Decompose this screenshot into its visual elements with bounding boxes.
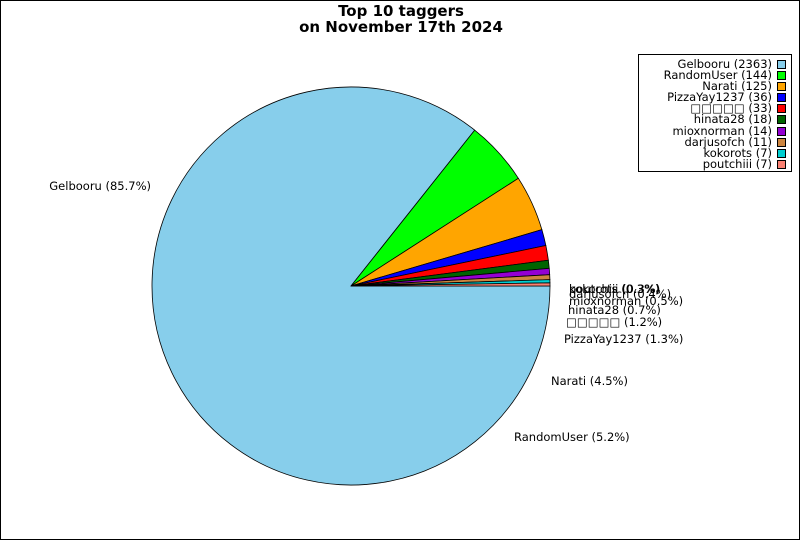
legend-label: Gelbooru (2363) bbox=[677, 57, 772, 71]
slice-label-5: hinata28 (0.7%) bbox=[568, 303, 661, 317]
legend-item-8: kokorots (7) bbox=[639, 145, 791, 160]
legend-item-5: hinata28 (18) bbox=[639, 114, 791, 125]
legend: Gelbooru (2363) RandomUser (144) Narati (1… bbox=[638, 54, 792, 172]
slice-label-3: PizzaYay1237 (1.3%) bbox=[564, 332, 683, 346]
legend-label: □□□□□ (33) bbox=[690, 101, 772, 116]
legend-item-0: Gelbooru (2363) bbox=[639, 57, 791, 71]
legend-item-9: poutchiii (7) bbox=[639, 156, 791, 171]
slice-label-1: RandomUser (5.2%) bbox=[514, 430, 630, 444]
slice-label-4: □□□□□ (1.2%) bbox=[566, 315, 662, 329]
legend-item-1: RandomUser (144) bbox=[639, 68, 791, 83]
pie-slice-9 bbox=[350, 282, 551, 287]
legend-swatch bbox=[777, 93, 786, 103]
legend-swatch bbox=[777, 115, 786, 125]
legend-swatch bbox=[777, 82, 786, 92]
legend-label: hinata28 (18) bbox=[693, 112, 772, 127]
slice-label-0: Gelbooru (85.7%) bbox=[49, 179, 151, 193]
legend-swatch bbox=[777, 104, 786, 114]
slice-label-9: poutchiii (0.3%) bbox=[569, 282, 660, 296]
legend-swatch bbox=[777, 60, 786, 69]
slice-label-7: darjusofch (0.4%) bbox=[569, 287, 671, 301]
legend-item-7: darjusofch (11) bbox=[639, 134, 791, 149]
legend-label: RandomUser (144) bbox=[663, 68, 772, 83]
legend-swatch bbox=[777, 71, 786, 81]
legend-label: darjusofch (11) bbox=[684, 134, 772, 149]
slice-label-6: mioxnorman (0.5%) bbox=[569, 294, 683, 308]
legend-label: kokorots (7) bbox=[703, 145, 772, 160]
legend-label: PizzaYay1237 (36) bbox=[667, 90, 772, 105]
chart-title: Top 10 taggers on November 17th 2024 bbox=[1, 3, 800, 35]
legend-swatch bbox=[777, 159, 786, 169]
chart-title-line-2: on November 17th 2024 bbox=[299, 18, 503, 36]
slice-label-8: kokorots (0.3%) bbox=[569, 282, 659, 296]
legend-swatch bbox=[777, 126, 786, 136]
legend-item-2: Narati (125) bbox=[639, 79, 791, 94]
legend-label: mioxnorman (14) bbox=[672, 123, 772, 138]
legend-item-3: PizzaYay1237 (36) bbox=[639, 92, 791, 103]
legend-swatch bbox=[777, 137, 786, 147]
legend-label: poutchiii (7) bbox=[702, 156, 772, 171]
legend-label: Narati (125) bbox=[702, 79, 772, 94]
legend-swatch bbox=[777, 148, 786, 158]
legend-item-4: □□□□□ (33) bbox=[639, 103, 791, 114]
legend-item-6: mioxnorman (14) bbox=[639, 123, 791, 138]
slice-label-2: Narati (4.5%) bbox=[551, 374, 628, 388]
chart-title-line-1: Top 10 taggers bbox=[338, 2, 464, 20]
